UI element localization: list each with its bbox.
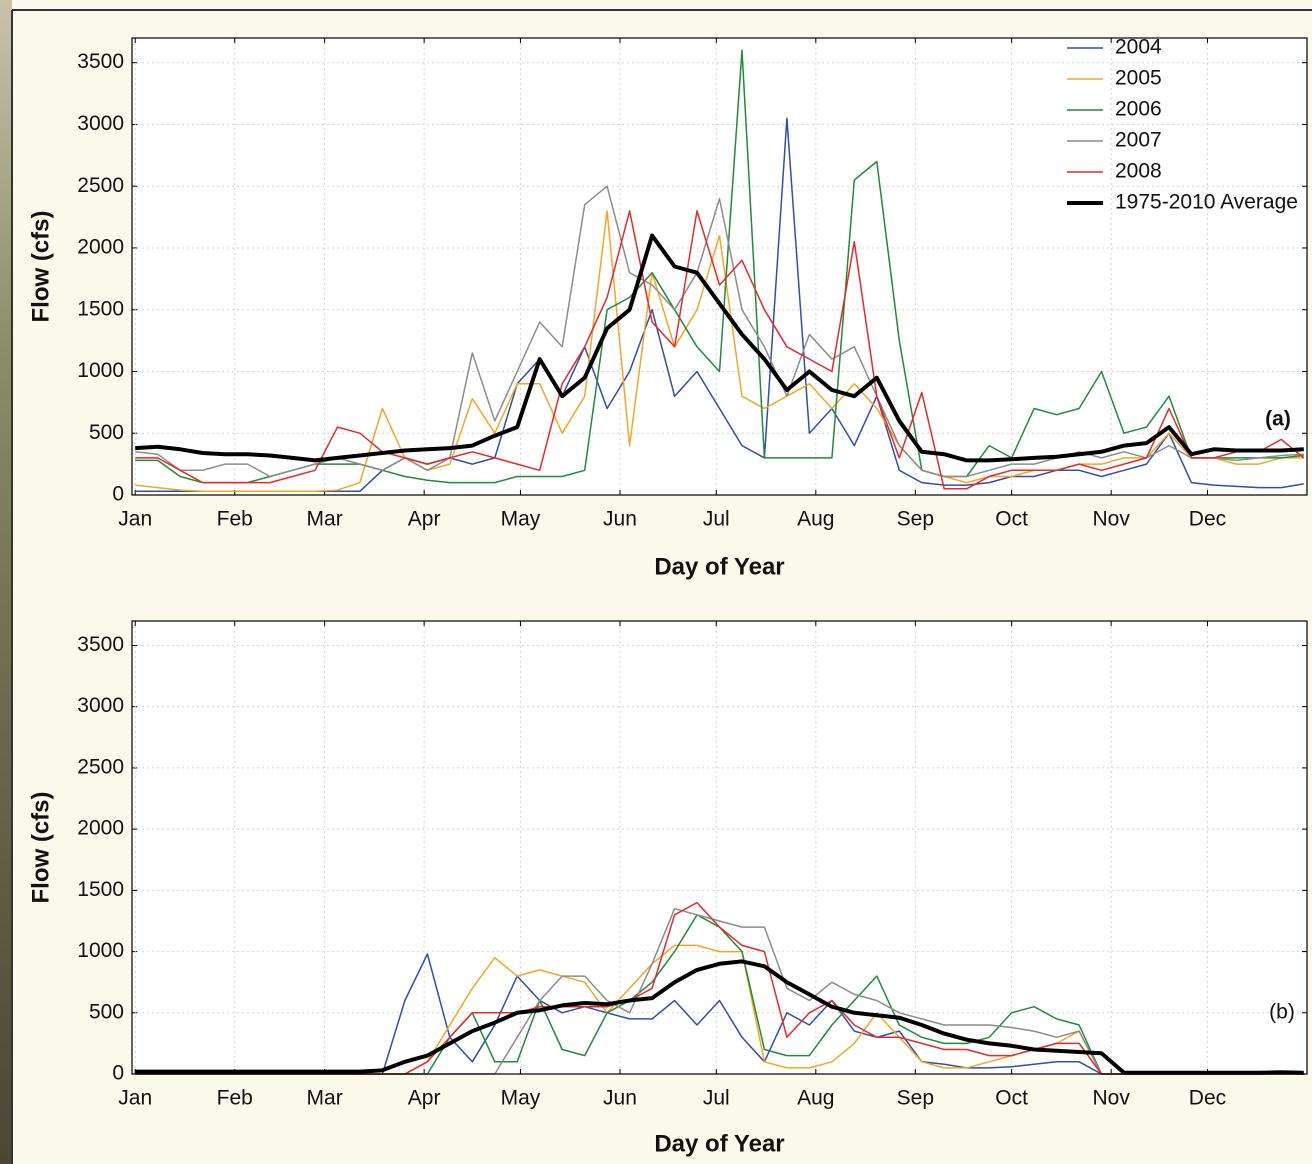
background-strip — [0, 0, 12, 1164]
y-tick-label: 3000 — [77, 112, 124, 135]
series-line — [135, 959, 1304, 1075]
x-tick-label: Mar — [307, 508, 343, 531]
plot-area — [132, 621, 1307, 1074]
x-tick-label: Mar — [307, 1087, 343, 1110]
plot-frame — [131, 37, 1308, 496]
x-tick-label: Sep — [897, 508, 934, 531]
x-tick-label: May — [501, 508, 541, 531]
x-axis-title: Day of Year — [654, 553, 784, 580]
x-tick-label: Jan — [118, 1087, 152, 1110]
x-tick-label: Feb — [217, 1087, 253, 1110]
x-tick-label: Jun — [603, 508, 637, 531]
y-tick-label: 1000 — [77, 359, 124, 382]
x-tick-label: Nov — [1092, 508, 1130, 531]
x-tick-label: Dec — [1189, 1087, 1226, 1110]
y-tick-label: 2500 — [77, 174, 124, 197]
y-tick-label: 3500 — [77, 50, 124, 73]
y-tick-label: 0 — [112, 1062, 124, 1085]
x-tick-label: Feb — [217, 508, 253, 531]
y-tick-label: 500 — [89, 421, 124, 444]
x-axis-title: Day of Year — [654, 1130, 784, 1157]
y-tick-label: 2000 — [77, 236, 124, 259]
x-tick-label: Nov — [1092, 1087, 1130, 1110]
y-tick-label: 3000 — [77, 694, 124, 717]
series-line — [135, 210, 1305, 490]
legend-label: 2004 — [1115, 36, 1162, 59]
y-tick-label: 1500 — [77, 878, 124, 901]
x-tick-label: Aug — [797, 508, 834, 531]
plot-frame — [131, 620, 1308, 1075]
series-line — [135, 210, 1304, 493]
y-tick-label: 1500 — [77, 297, 124, 320]
y-tick-label: 1000 — [77, 939, 124, 962]
y-tick-label: 2500 — [77, 755, 124, 778]
y-tick-label: 500 — [89, 1000, 124, 1023]
x-tick-label: Jun — [603, 1087, 637, 1110]
panel-label: (a) — [1265, 408, 1291, 431]
y-tick-label: 2000 — [77, 817, 124, 840]
x-tick-label: Jan — [118, 508, 152, 531]
y-axis-title: Flow (cfs) — [27, 792, 54, 904]
y-tick-label: 3500 — [77, 633, 124, 656]
x-tick-label: May — [501, 1087, 541, 1110]
y-tick-label: 0 — [112, 483, 124, 506]
x-tick-label: Dec — [1189, 508, 1226, 531]
series-line — [135, 49, 1304, 484]
x-tick-label: Apr — [408, 1087, 441, 1110]
legend-label: 2005 — [1115, 67, 1162, 90]
legend-label: 2007 — [1115, 129, 1162, 152]
series-line — [135, 233, 1304, 463]
panel-label: (b) — [1269, 1001, 1295, 1024]
x-tick-label: Jul — [703, 1087, 730, 1110]
x-tick-label: Oct — [995, 508, 1028, 531]
x-tick-label: Apr — [408, 508, 441, 531]
series-line — [135, 117, 1304, 493]
x-tick-label: Sep — [897, 1087, 934, 1110]
legend-label: 1975-2010 Average — [1115, 191, 1298, 214]
x-tick-label: Jul — [703, 508, 730, 531]
x-tick-label: Oct — [995, 1087, 1028, 1110]
legend-label: 2008 — [1115, 160, 1162, 183]
y-axis-title: Flow (cfs) — [27, 211, 54, 323]
legend-label: 2006 — [1115, 98, 1162, 121]
x-tick-label: Aug — [797, 1087, 834, 1110]
